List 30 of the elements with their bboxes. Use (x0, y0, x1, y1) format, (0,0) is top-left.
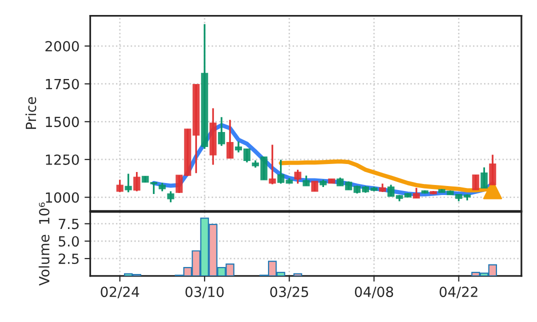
x-tick-label: 02/24 (100, 286, 140, 298)
candlestick (268, 144, 276, 186)
candlestick (472, 174, 480, 191)
candlestick (167, 190, 174, 204)
candlestick (480, 166, 488, 189)
candlestick (133, 171, 140, 192)
x-tick-label: 03/25 (270, 286, 308, 298)
candlestick (412, 187, 420, 199)
y-tick-label: 1000 (46, 192, 79, 203)
x-tick-label: 04/22 (440, 286, 478, 298)
y-tick-label: 7.5 (58, 218, 79, 230)
x-tick-label: 03/10 (185, 286, 224, 298)
candlestick (311, 180, 318, 192)
candlestick (489, 154, 496, 186)
y-tick-label: 1250 (46, 154, 79, 165)
candlestick (294, 168, 302, 185)
candlestick (124, 172, 132, 194)
candlestick (302, 174, 310, 186)
y-axis-title: Price (25, 97, 36, 129)
y-axis-title: Volume 10⁶ (38, 202, 50, 286)
candlestick (226, 119, 234, 159)
y-tick-label: 2.5 (58, 254, 79, 264)
candlestick (116, 178, 124, 193)
bar (293, 273, 302, 276)
candlestick (218, 116, 226, 147)
y-tick-label: 2000 (45, 41, 79, 52)
x-tick-label: 04/08 (354, 286, 394, 298)
y-tick-label: 1750 (46, 78, 79, 90)
y-tick-label: 5.0 (58, 236, 79, 247)
y-tick-label: 1500 (46, 116, 79, 128)
